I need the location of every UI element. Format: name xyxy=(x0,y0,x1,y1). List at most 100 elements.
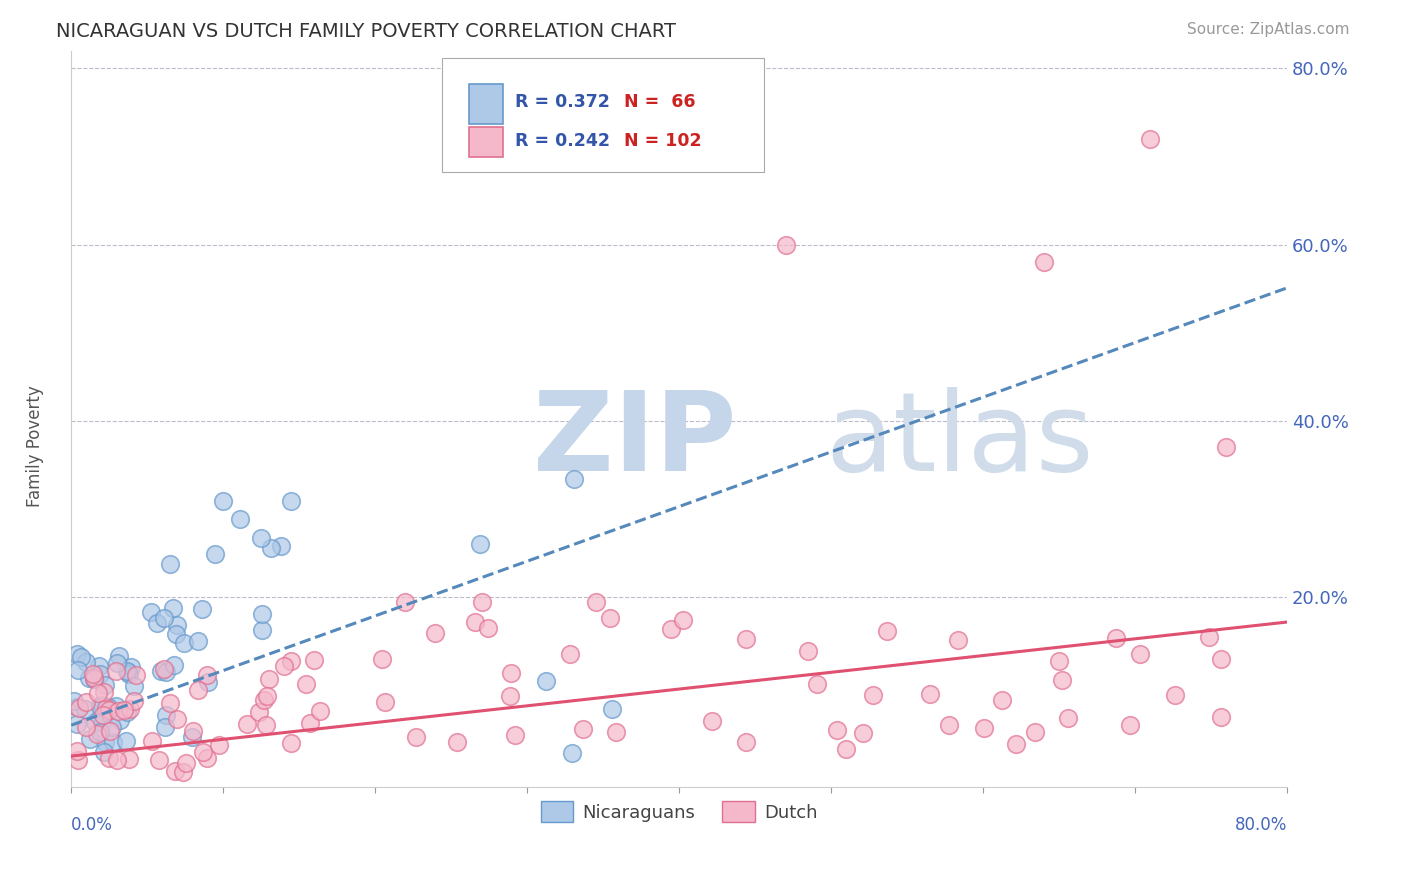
Point xyxy=(97,700,120,714)
Point xyxy=(162,601,184,615)
Point xyxy=(87,686,110,700)
Point xyxy=(110,713,132,727)
Point xyxy=(256,689,278,703)
Point xyxy=(115,705,138,719)
Point xyxy=(585,595,607,609)
Point xyxy=(834,742,856,756)
Point xyxy=(735,735,758,749)
Point xyxy=(77,671,100,685)
Point xyxy=(187,634,209,648)
Point xyxy=(735,632,758,647)
Point xyxy=(181,723,204,738)
Point xyxy=(280,654,302,668)
Point xyxy=(806,677,828,691)
Point xyxy=(117,752,139,766)
Point xyxy=(89,724,111,739)
Point xyxy=(75,655,97,669)
Point xyxy=(1164,689,1187,703)
Point xyxy=(250,532,273,546)
Point xyxy=(1024,725,1046,739)
Point xyxy=(423,626,446,640)
Point xyxy=(700,714,723,728)
Point xyxy=(75,720,97,734)
Point xyxy=(990,693,1012,707)
Point xyxy=(118,666,141,681)
Point xyxy=(66,700,89,714)
Point xyxy=(562,472,585,486)
Point xyxy=(75,695,97,709)
Point xyxy=(1215,441,1237,455)
Point xyxy=(1198,630,1220,644)
FancyBboxPatch shape xyxy=(441,58,765,172)
Point xyxy=(477,621,499,635)
Point xyxy=(499,666,522,681)
Point xyxy=(117,665,139,679)
Point xyxy=(67,753,90,767)
Point xyxy=(1105,632,1128,646)
Point xyxy=(79,731,101,746)
Point xyxy=(775,237,797,252)
Point xyxy=(141,733,163,747)
Point xyxy=(149,664,172,678)
Text: atlas: atlas xyxy=(825,387,1094,494)
Point xyxy=(163,764,186,779)
Point xyxy=(66,717,89,731)
Text: Source: ZipAtlas.com: Source: ZipAtlas.com xyxy=(1187,22,1350,37)
Point xyxy=(308,704,330,718)
Point xyxy=(280,493,302,508)
Point xyxy=(108,649,131,664)
Point xyxy=(163,657,186,672)
Point xyxy=(260,541,283,555)
Point xyxy=(852,725,875,739)
Point xyxy=(605,725,627,739)
Point xyxy=(394,595,416,609)
Point xyxy=(558,647,581,661)
Point xyxy=(155,721,177,735)
Point xyxy=(600,702,623,716)
Point xyxy=(876,624,898,639)
Point xyxy=(599,611,621,625)
Point xyxy=(471,595,494,609)
Point xyxy=(87,659,110,673)
Point xyxy=(295,677,318,691)
Point xyxy=(67,701,90,715)
Point xyxy=(107,753,129,767)
Point xyxy=(672,613,695,627)
Point xyxy=(139,605,162,619)
Point xyxy=(197,674,219,689)
Point xyxy=(1057,711,1080,725)
Point xyxy=(1032,255,1054,269)
Text: R = 0.242: R = 0.242 xyxy=(515,131,610,150)
Point xyxy=(155,665,177,679)
Point xyxy=(862,688,884,702)
Point xyxy=(195,750,218,764)
Point xyxy=(204,547,226,561)
Point xyxy=(91,698,114,712)
Point xyxy=(165,627,187,641)
Point xyxy=(270,539,292,553)
Point xyxy=(1129,647,1152,661)
Point xyxy=(153,611,176,625)
Point xyxy=(83,672,105,686)
Text: Family Poverty: Family Poverty xyxy=(27,385,44,507)
Point xyxy=(148,753,170,767)
Point xyxy=(1139,132,1161,146)
Point xyxy=(918,687,941,701)
FancyBboxPatch shape xyxy=(468,127,503,157)
Point xyxy=(93,684,115,698)
Point xyxy=(115,665,138,679)
Point xyxy=(118,701,141,715)
Point xyxy=(120,660,142,674)
Point xyxy=(93,745,115,759)
Point xyxy=(208,738,231,752)
Point xyxy=(101,734,124,748)
Point xyxy=(299,716,322,731)
Point xyxy=(938,718,960,732)
Point xyxy=(250,607,273,621)
Point xyxy=(159,696,181,710)
Text: N =  66: N = 66 xyxy=(624,94,696,112)
Text: R = 0.372: R = 0.372 xyxy=(515,94,610,112)
Point xyxy=(827,723,849,737)
Point xyxy=(254,718,277,732)
Point xyxy=(82,667,104,681)
